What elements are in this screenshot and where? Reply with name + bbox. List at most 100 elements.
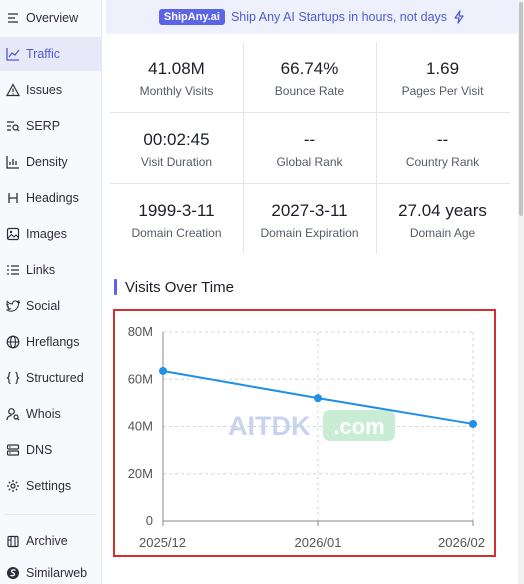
sidebar-item-structured[interactable]: Structured [0, 361, 102, 395]
grid-divider [376, 42, 377, 254]
y-tick-label: 40M [128, 419, 153, 434]
sidebar-item-links[interactable]: Links [0, 253, 102, 287]
stat-value: 00:02:45 [143, 129, 210, 149]
sidebar-item-social[interactable]: Social [0, 289, 102, 323]
globe-icon [6, 335, 20, 349]
sidebar-item-label: Headings [26, 191, 79, 205]
y-tick-label: 20M [128, 466, 153, 481]
sidebar-item-settings[interactable]: Settings [0, 469, 102, 503]
stat-domain-creation: 1999-3-11 Domain Creation [110, 184, 243, 255]
sidebar-item-label: Issues [26, 83, 63, 97]
y-tick-label: 60M [128, 371, 153, 386]
heading-icon [6, 191, 20, 205]
stat-value: 2027-3-11 [271, 200, 348, 220]
sidebar-item-label: DNS [26, 443, 53, 457]
sidebar-item-images[interactable]: Images [0, 217, 102, 251]
promo-banner[interactable]: ShipAny.ai Ship Any AI Startups in hours… [106, 0, 518, 34]
similarweb-icon [6, 566, 20, 580]
sidebar-item-label: Traffic [26, 47, 61, 61]
stat-pages-per-visit: 1.69 Pages Per Visit [376, 42, 509, 113]
x-tick-label: 2025/12 [139, 535, 186, 550]
sidebar-item-traffic[interactable]: Traffic [0, 37, 102, 71]
promo-text: Ship Any AI Startups in hours, not days [230, 10, 448, 24]
stat-domain-age: 27.04 years Domain Age [376, 184, 509, 255]
section-title-text: Visits Over Time [125, 278, 234, 296]
stat-domain-expiration: 2027-3-11 Domain Expiration [243, 184, 376, 255]
stat-label: Domain Creation [131, 225, 222, 240]
sidebar-footer-similarweb[interactable]: Similarweb [0, 556, 102, 584]
y-tick-label: 80M [128, 324, 153, 339]
watermark-com-bg [323, 410, 395, 441]
server-icon [6, 443, 20, 457]
x-tick-label: 2026/02 [438, 535, 485, 550]
stats-grid: 41.08M Monthly Visits 66.74% Bounce Rate 1.6… [110, 42, 510, 254]
user-search-icon [6, 407, 20, 421]
sidebar-divider [4, 514, 96, 515]
lightning-icon [454, 10, 464, 24]
archive-icon [6, 534, 20, 548]
sidebar-item-headings[interactable]: Headings [0, 181, 102, 215]
section-title: Visits Over Time [114, 278, 234, 296]
stat-label: Visit Duration [140, 154, 213, 169]
sidebar-item-dns[interactable]: DNS [0, 433, 102, 467]
stat-global-rank: -- Global Rank [243, 113, 376, 184]
stat-value: 27.04 years [398, 200, 487, 220]
sidebar-item-density[interactable]: Density [0, 145, 102, 179]
sidebar-item-label: Hreflangs [26, 335, 80, 349]
stat-label: Country Rank [405, 154, 480, 169]
data-point [314, 394, 322, 403]
gear-icon [6, 479, 20, 493]
sidebar-item-serp[interactable]: SERP [0, 109, 102, 143]
sidebar-item-label: Archive [26, 534, 68, 548]
stat-label: Global Rank [276, 154, 343, 169]
scrollbar-thumb[interactable] [519, 2, 523, 216]
sidebar-item-label: Whois [26, 407, 61, 421]
stat-value: 1.69 [425, 58, 460, 78]
warning-icon [6, 83, 20, 97]
sidebar-item-label: Density [26, 155, 68, 169]
stat-country-rank: -- Country Rank [376, 113, 509, 184]
watermark-aitdk: AITDK [228, 411, 311, 441]
sidebar-item-label: Similarweb [26, 566, 88, 580]
stat-bounce-rate: 66.74% Bounce Rate [243, 42, 376, 113]
stat-monthly-visits: 41.08M Monthly Visits [110, 42, 243, 113]
sidebar-item-label: Structured [26, 371, 84, 385]
promo-badge: ShipAny.ai [158, 9, 225, 25]
data-point [469, 419, 477, 428]
stat-value: -- [436, 129, 449, 149]
scrollbar-track[interactable] [518, 0, 524, 584]
sidebar-item-overview[interactable]: Overview [0, 1, 102, 35]
twitter-icon [6, 299, 20, 313]
braces-icon [6, 371, 20, 385]
stat-label: Monthly Visits [139, 83, 214, 98]
sidebar: Overview Traffic Issues SERP Density Headings… [0, 0, 102, 584]
stat-label: Bounce Rate [274, 83, 345, 98]
stat-label: Domain Age [409, 225, 476, 240]
image-icon [6, 227, 20, 241]
y-tick-label: 0 [146, 513, 153, 528]
bar-chart-icon [6, 155, 20, 169]
sidebar-item-hreflangs[interactable]: Hreflangs [0, 325, 102, 359]
sidebar-item-label: Images [26, 227, 67, 241]
search-list-icon [6, 119, 20, 133]
sidebar-item-whois[interactable]: Whois [0, 397, 102, 431]
section-accent-bar [114, 279, 117, 295]
watermark-com: .com [333, 414, 384, 439]
stat-value: 41.08M [148, 58, 205, 78]
stat-label: Domain Expiration [260, 225, 359, 240]
x-tick-label: 2026/01 [295, 535, 342, 550]
list-icon [6, 263, 20, 277]
menu-icon [6, 11, 20, 25]
grid-divider [110, 183, 510, 184]
stat-visit-duration: 00:02:45 Visit Duration [110, 113, 243, 184]
sidebar-item-label: Links [26, 263, 56, 277]
sidebar-item-label: Social [26, 299, 61, 313]
grid-divider [110, 112, 510, 113]
line-chart-icon [6, 47, 20, 61]
visits-chart-svg: 0 20M 40M 60M 80M 2025/12 2026/01 2026/02 AITDK.… [128, 324, 485, 550]
sidebar-item-label: Settings [26, 479, 72, 493]
stat-value: 1999-3-11 [138, 200, 215, 220]
sidebar-item-issues[interactable]: Issues [0, 73, 102, 107]
sidebar-footer-archive[interactable]: Archive [0, 524, 102, 558]
visits-chart: 0 20M 40M 60M 80M 2025/12 2026/01 2026/02 AITDK.… [113, 309, 496, 557]
